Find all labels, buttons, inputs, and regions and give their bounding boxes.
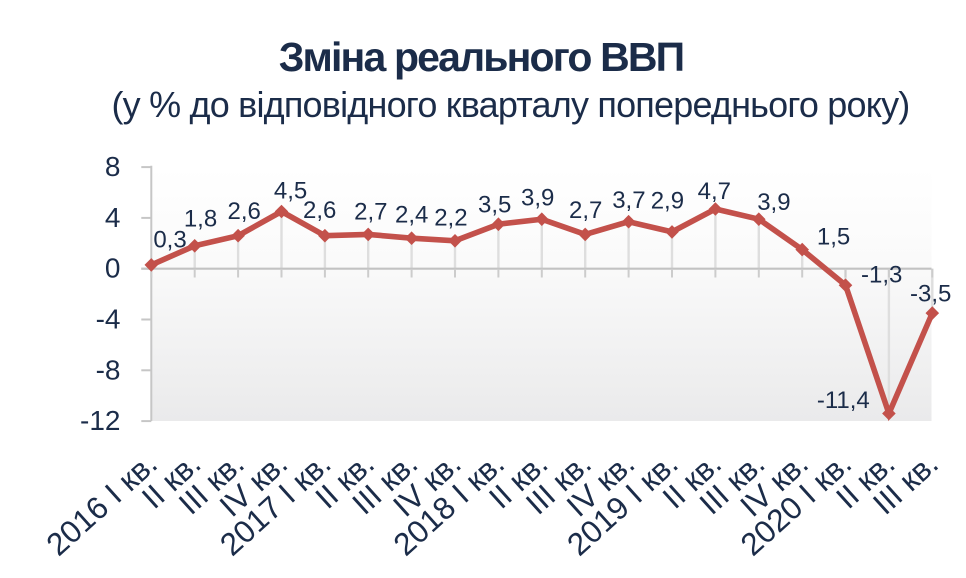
svg-text:1,8: 1,8 <box>184 206 217 233</box>
svg-text:2,6: 2,6 <box>303 197 336 224</box>
svg-text:0,3: 0,3 <box>153 227 186 254</box>
svg-text:1,5: 1,5 <box>817 224 850 251</box>
svg-text:3,7: 3,7 <box>612 187 645 214</box>
svg-text:2,7: 2,7 <box>354 199 387 226</box>
svg-text:4,7: 4,7 <box>698 178 731 205</box>
svg-text:8: 8 <box>105 151 121 182</box>
svg-text:-12: -12 <box>80 405 120 436</box>
svg-text:-3,5: -3,5 <box>910 280 951 307</box>
svg-text:-11,4: -11,4 <box>817 387 870 414</box>
svg-text:2,6: 2,6 <box>228 198 261 225</box>
svg-text:3,5: 3,5 <box>478 191 511 218</box>
svg-text:3,9: 3,9 <box>757 189 790 216</box>
svg-text:2,4: 2,4 <box>395 202 428 229</box>
svg-text:2,7: 2,7 <box>569 197 602 224</box>
svg-text:2,2: 2,2 <box>434 205 467 232</box>
svg-text:-1,3: -1,3 <box>861 261 902 288</box>
svg-text:-8: -8 <box>96 354 121 385</box>
svg-text:-4: -4 <box>96 304 121 335</box>
svg-text:0: 0 <box>105 253 121 284</box>
svg-text:(у % до відповідного кварталу: (у % до відповідного кварталу попередньо… <box>111 84 909 125</box>
svg-text:Зміна реального ВВП: Зміна реального ВВП <box>279 34 684 80</box>
svg-text:4: 4 <box>105 202 121 233</box>
svg-text:2,9: 2,9 <box>651 187 684 214</box>
svg-text:3,9: 3,9 <box>521 185 554 212</box>
svg-text:4,5: 4,5 <box>274 178 307 205</box>
